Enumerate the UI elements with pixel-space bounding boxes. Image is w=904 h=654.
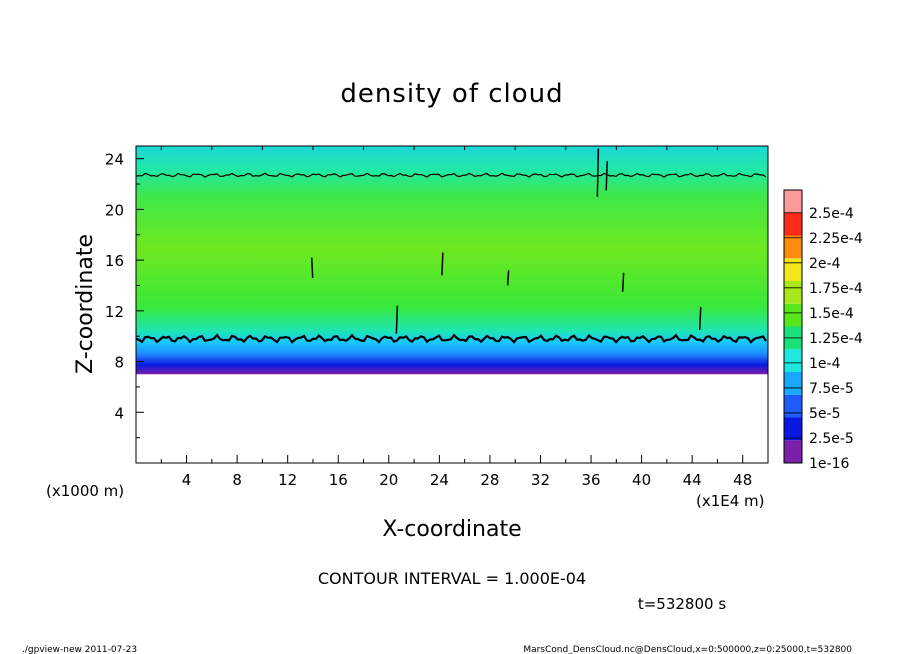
- contour-features: [310, 148, 702, 334]
- x-tick-label: 20: [379, 471, 398, 489]
- x-tick-label: 24: [430, 471, 449, 489]
- plot-frame: [135, 145, 769, 464]
- y-axis-title: Z-coordinate: [73, 234, 98, 374]
- x-axis: 4 8 12 16 20 24 28 32 36 40 44 48: [160, 146, 752, 489]
- colorbar-label: 2.5e-4: [809, 206, 854, 222]
- colorbar-label: 5e-5: [809, 406, 840, 422]
- colorbar-swatch: [784, 281, 802, 304]
- x-tick-label: 8: [232, 471, 242, 489]
- chart-title: density of cloud: [340, 79, 563, 109]
- colorbar-label: 1e-16: [809, 456, 849, 472]
- contour-line: [135, 172, 767, 178]
- x-unit-label: (x1E4 m): [696, 492, 765, 510]
- contour-interval: CONTOUR INTERVAL = 1.000E-04: [318, 569, 586, 588]
- y-tick-label: 24: [105, 151, 124, 169]
- footer-right: MarsCond_DensCloud.nc@DensCloud,x=0:5000…: [523, 645, 852, 654]
- x-tick-label: 32: [531, 471, 550, 489]
- x-tick-label: 44: [683, 471, 702, 489]
- contour-feature: [698, 307, 702, 330]
- y-unit-label: (x1000 m): [46, 482, 124, 500]
- colorbar-swatch: [784, 394, 802, 418]
- contour-lines: [135, 172, 767, 344]
- colorbar-swatch: [784, 417, 802, 441]
- contour-feature: [395, 305, 399, 334]
- x-axis-title: X-coordinate: [382, 517, 521, 542]
- x-tick-label: 28: [480, 471, 499, 489]
- colorbar-label: 2e-4: [809, 256, 841, 272]
- contour-feature: [310, 257, 314, 278]
- x-tick-label: 36: [581, 471, 600, 489]
- colorbar-swatch: [784, 212, 802, 236]
- contour-feature: [605, 161, 608, 191]
- colorbar-label: 1.5e-4: [809, 306, 854, 322]
- contour-line: [135, 333, 767, 344]
- colorbar-label: 7.5e-5: [809, 381, 854, 397]
- colorbar: 1e-16 2.5e-5 5e-5 7.5e-5 1e-4 1.25e-4 1.5e-4 1.…: [783, 189, 863, 472]
- colorbar-label: 1.75e-4: [809, 281, 863, 297]
- x-tick-label: 4: [182, 471, 192, 489]
- colorbar-swatch: [784, 258, 802, 281]
- contour-feature: [506, 270, 510, 286]
- contour-feature: [441, 252, 444, 276]
- colorbar-label: 1e-4: [809, 356, 841, 372]
- y-tick-label: 12: [105, 303, 124, 321]
- colorbar-swatch: [784, 440, 802, 463]
- footer-left: ./gpview-new 2011-07-23: [22, 645, 137, 654]
- colorbar-swatch: [784, 303, 802, 327]
- colorbar-swatch: [784, 190, 802, 213]
- plot-area: [135, 145, 769, 464]
- y-tick-label: 8: [114, 354, 124, 372]
- y-tick-label: 4: [114, 404, 124, 422]
- x-tick-label: 40: [632, 471, 651, 489]
- colorbar-swatch: [784, 349, 802, 372]
- time-label: t=532800 s: [638, 595, 726, 613]
- y-axis: 4 8 12 16 20 24: [105, 151, 144, 439]
- colorbar-swatch: [784, 372, 802, 395]
- y-tick-label: 20: [105, 201, 124, 219]
- contour-feature: [621, 272, 625, 292]
- colorbar-label: 2.25e-4: [809, 231, 863, 247]
- x-tick-label: 16: [329, 471, 348, 489]
- contour-feature: [596, 148, 600, 197]
- colorbar-label: 1.25e-4: [809, 331, 863, 347]
- x-tick-label: 12: [278, 471, 297, 489]
- y-tick-label: 16: [105, 252, 124, 270]
- colorbar-swatch: [784, 235, 802, 259]
- colorbar-label: 2.5e-5: [809, 431, 854, 447]
- x-tick-label: 48: [733, 471, 752, 489]
- density-field: [136, 146, 768, 375]
